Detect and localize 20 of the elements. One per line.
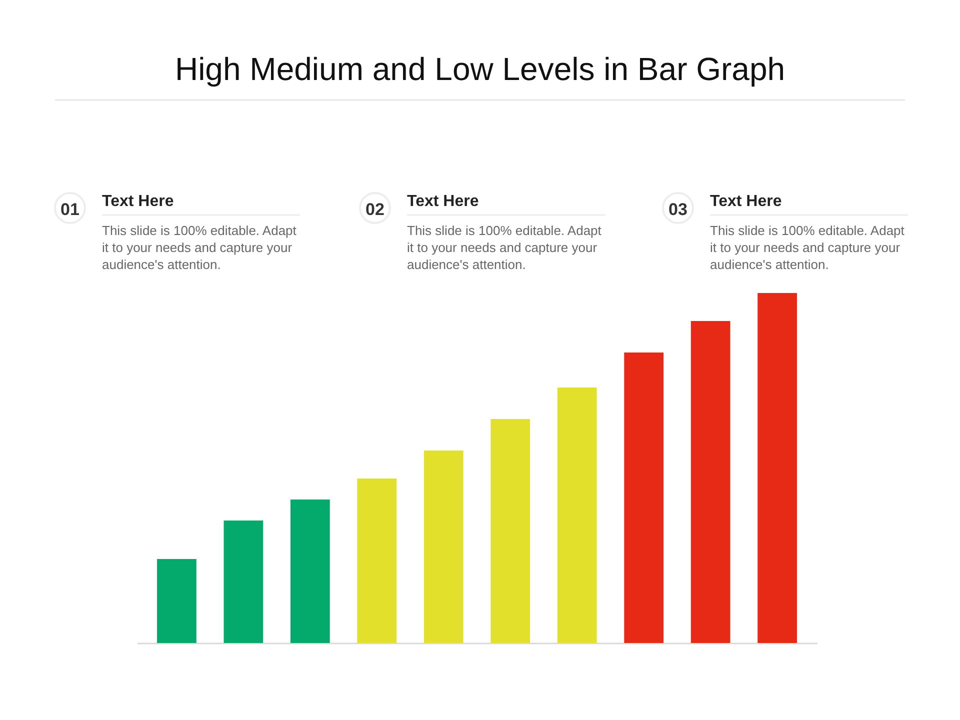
bar (290, 500, 330, 643)
bar (424, 450, 464, 643)
bar (758, 293, 797, 643)
bar (157, 559, 196, 643)
text: Text Here (102, 193, 174, 210)
text: Text Here (407, 193, 479, 210)
text: This slide is 100% editable. Adapt it to your needs and capture your audience's attention. (407, 223, 602, 272)
text: 02 (366, 200, 384, 219)
text: Text Here (710, 193, 782, 210)
bar (224, 520, 264, 643)
text: 03 (668, 200, 688, 219)
bar (624, 352, 664, 643)
text: This slide is 100% editable. Adapt it to your needs and capture your audience's attention. (710, 223, 905, 272)
text: 01 (60, 200, 80, 219)
bar (490, 419, 530, 643)
bar (557, 388, 597, 643)
bar (357, 478, 397, 643)
text: This slide is 100% editable. Adapt it to your needs and capture your audience's attention. (102, 223, 297, 272)
bar (690, 321, 730, 643)
chart-title: High Medium and Low Levels in Bar Graph (174, 51, 786, 87)
